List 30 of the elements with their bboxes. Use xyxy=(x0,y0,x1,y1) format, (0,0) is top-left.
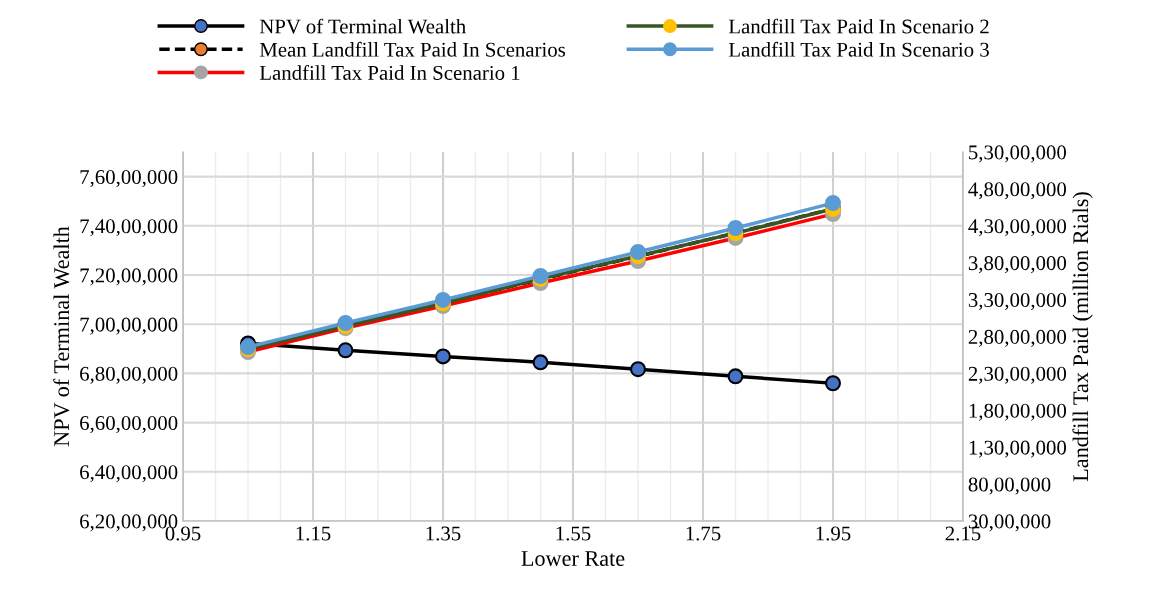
legend-label: NPV of Terminal Wealth xyxy=(259,18,466,34)
legend-label: Landfill Tax Paid In Scenario 1 xyxy=(259,65,520,80)
y2-tick-label: 4,80,00,000 xyxy=(968,182,1067,200)
y-tick-label: 6,60,00,000 xyxy=(80,415,178,434)
x-axis-title: Lower Rate xyxy=(521,551,625,566)
y2-tick-label: 1,30,00,000 xyxy=(969,440,1067,458)
x-tick-label: 1.95 xyxy=(816,526,851,541)
y2-tick-label: 2,80,00,000 xyxy=(968,329,1067,347)
y-tick-label: 6,40,00,000 xyxy=(80,465,178,483)
y2-tick-label: 2,30,00,000 xyxy=(968,366,1067,384)
y2-tick-label: 80,00,000 xyxy=(968,477,1051,495)
y-tick-label: 7,00,00,000 xyxy=(80,317,178,335)
y2-tick-label: 3,30,00,000 xyxy=(968,292,1067,311)
x-tick-label: 1.15 xyxy=(296,526,331,541)
y-tick-label: 7,40,00,000 xyxy=(80,219,178,237)
y-tick-label: 7,20,00,000 xyxy=(80,268,178,286)
y2-axis-title: Landfill Tax Paid (million Rials) xyxy=(1072,192,1093,482)
y-axis-title: NPV of Terminal Wealth xyxy=(53,226,70,447)
legend-label: Landfill Tax Paid In Scenario 3 xyxy=(728,41,989,57)
x-tick-label: 1.75 xyxy=(686,526,721,541)
y2-tick-label: 5,30,00,000 xyxy=(969,145,1067,163)
x-tick-label: 1.55 xyxy=(556,526,591,541)
legend-label: Mean Landfill Tax Paid In Scenarios xyxy=(259,41,566,57)
y2-tick-label: 1,80,00,000 xyxy=(969,403,1067,421)
y-tick-label: 7,60,00,000 xyxy=(80,169,178,188)
y-tick-label: 6,80,00,000 xyxy=(80,366,178,384)
x-tick-label: 1.35 xyxy=(426,526,461,541)
y2-tick-label: 4,30,00,000 xyxy=(968,219,1067,237)
y2-tick-label: 3,80,00,000 xyxy=(968,256,1067,274)
legend-label: Landfill Tax Paid In Scenario 2 xyxy=(728,18,989,34)
